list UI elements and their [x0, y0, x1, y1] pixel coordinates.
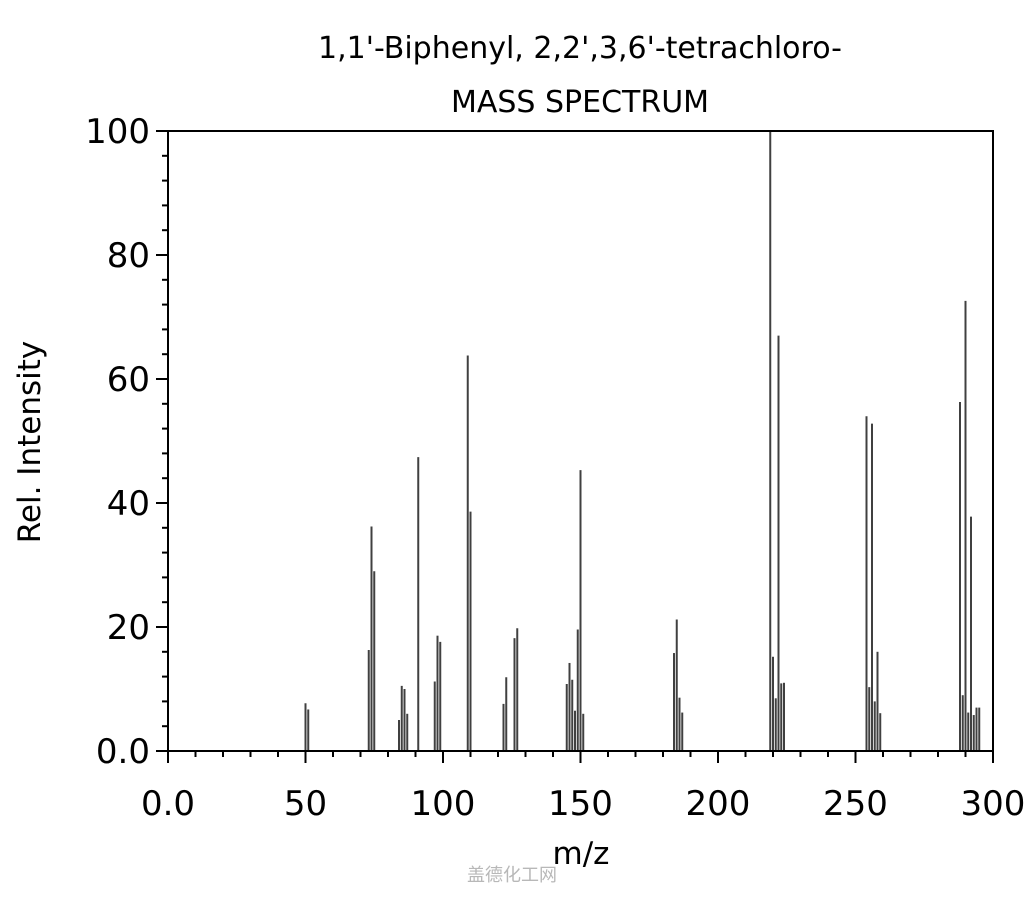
- y-tick-label: 20: [107, 608, 150, 648]
- y-tick-label: 100: [85, 112, 150, 152]
- y-tick-label: 60: [107, 360, 150, 400]
- plot-frame: [167, 130, 994, 752]
- y-tick-label: 40: [107, 484, 150, 524]
- chart-subtitle: MASS SPECTRUM: [451, 85, 709, 120]
- spectrum-bars: [304, 131, 981, 751]
- x-axis-label: m/z: [553, 836, 610, 872]
- watermark-text: 盖德化工网: [467, 865, 557, 886]
- y-axis-label: Rel. Intensity: [12, 341, 48, 543]
- x-tick-label: 50: [284, 784, 327, 824]
- chart-title: 1,1'-Biphenyl, 2,2',3,6'-tetrachloro-: [318, 31, 842, 66]
- y-tick-label: 80: [107, 236, 150, 276]
- x-tick-label: 150: [548, 784, 613, 824]
- x-tick-label: 0.0: [141, 784, 195, 824]
- x-tick-label: 250: [823, 784, 888, 824]
- x-tick-label: 200: [686, 784, 751, 824]
- x-tick-label: 300: [961, 784, 1024, 824]
- y-tick-label: 0.0: [96, 732, 150, 772]
- axis-ticks: 0.0 50 100 150 200 250 300 0.0 20 40 60 80 100: [85, 112, 1024, 824]
- x-tick-label: 100: [411, 784, 476, 824]
